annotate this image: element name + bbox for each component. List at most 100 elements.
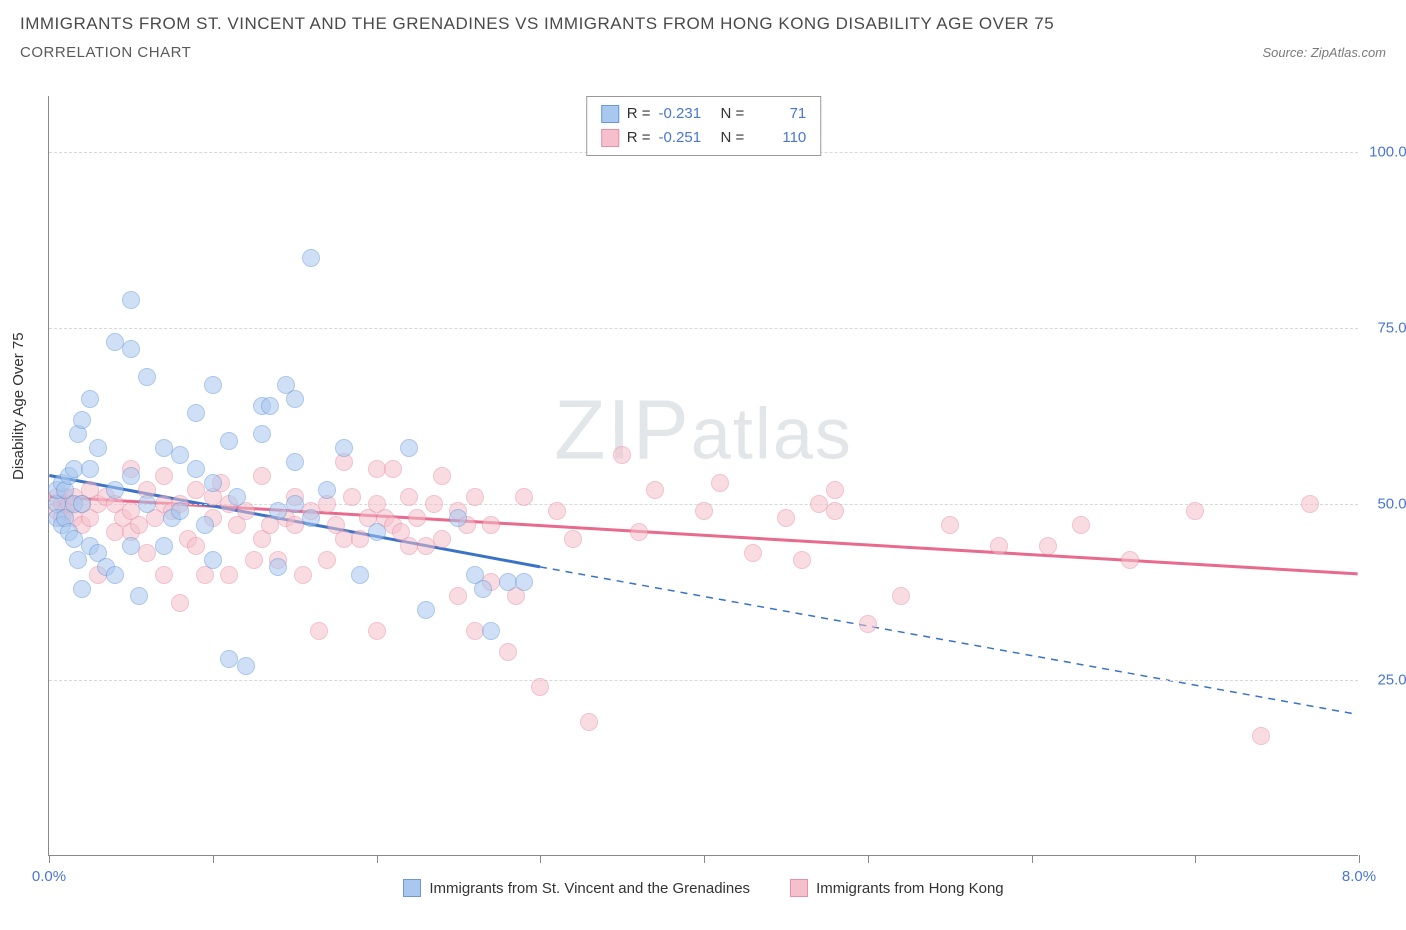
legend-bottom: Immigrants from St. Vincent and the Gren…	[49, 879, 1358, 897]
scatter-point-b	[220, 566, 238, 584]
scatter-point-b	[130, 516, 148, 534]
swatch-series-a	[601, 105, 619, 123]
scatter-point-b	[408, 509, 426, 527]
scatter-point-b	[515, 488, 533, 506]
swatch-series-b	[601, 129, 619, 147]
scatter-point-a	[261, 397, 279, 415]
scatter-point-b	[580, 713, 598, 731]
xtick	[1195, 855, 1196, 863]
scatter-point-a	[130, 587, 148, 605]
scatter-point-b	[646, 481, 664, 499]
n-label-a: N =	[721, 102, 745, 126]
scatter-point-b	[368, 622, 386, 640]
ytick-label: 50.0%	[1377, 496, 1406, 513]
scatter-point-b	[294, 566, 312, 584]
scatter-point-a	[474, 580, 492, 598]
scatter-point-a	[269, 558, 287, 576]
xtick	[704, 855, 705, 863]
legend-item-a: Immigrants from St. Vincent and the Gren…	[403, 879, 750, 897]
scatter-point-a	[73, 411, 91, 429]
watermark: ZIPatlas	[554, 381, 853, 478]
scatter-point-a	[302, 249, 320, 267]
scatter-point-a	[449, 509, 467, 527]
scatter-point-b	[155, 467, 173, 485]
scatter-point-b	[548, 502, 566, 520]
scatter-point-b	[531, 678, 549, 696]
chart-source: Source: ZipAtlas.com	[1262, 45, 1386, 60]
trendline	[540, 567, 1358, 715]
gridline-h	[49, 680, 1358, 681]
scatter-point-a	[237, 657, 255, 675]
chart-subtitle: CORRELATION CHART	[20, 44, 191, 61]
scatter-point-b	[613, 446, 631, 464]
scatter-point-a	[204, 551, 222, 569]
scatter-point-a	[155, 439, 173, 457]
ytick-label: 75.0%	[1377, 320, 1406, 337]
scatter-point-a	[138, 495, 156, 513]
legend-label-a: Immigrants from St. Vincent and the Gren…	[429, 880, 750, 897]
scatter-point-b	[384, 460, 402, 478]
scatter-point-b	[482, 516, 500, 534]
scatter-point-a	[318, 481, 336, 499]
scatter-point-a	[204, 474, 222, 492]
scatter-point-a	[81, 460, 99, 478]
scatter-point-a	[171, 446, 189, 464]
scatter-point-a	[335, 439, 353, 457]
stats-legend-box: R = -0.231 N = 71 R = -0.251 N = 110	[586, 96, 822, 156]
scatter-point-a	[171, 502, 189, 520]
xtick	[1359, 855, 1360, 863]
scatter-point-b	[859, 615, 877, 633]
scatter-point-a	[368, 523, 386, 541]
scatter-point-a	[515, 573, 533, 591]
scatter-point-a	[499, 573, 517, 591]
scatter-point-a	[89, 439, 107, 457]
scatter-point-a	[122, 467, 140, 485]
scatter-point-b	[155, 566, 173, 584]
scatter-point-b	[1039, 537, 1057, 555]
scatter-point-b	[826, 502, 844, 520]
scatter-point-b	[810, 495, 828, 513]
gridline-h	[49, 328, 1358, 329]
scatter-point-b	[433, 530, 451, 548]
scatter-point-a	[482, 622, 500, 640]
r-value-a: -0.231	[659, 102, 713, 126]
scatter-point-b	[1121, 551, 1139, 569]
scatter-point-b	[368, 460, 386, 478]
scatter-point-a	[253, 425, 271, 443]
scatter-point-b	[171, 594, 189, 612]
subtitle-row: CORRELATION CHART Source: ZipAtlas.com	[20, 44, 1386, 61]
xtick-label: 0.0%	[32, 868, 66, 885]
scatter-point-a	[220, 650, 238, 668]
legend-swatch-a	[403, 879, 421, 897]
scatter-point-b	[400, 488, 418, 506]
scatter-point-a	[138, 368, 156, 386]
scatter-point-b	[138, 544, 156, 562]
ytick-label: 100.0%	[1369, 144, 1406, 161]
scatter-point-b	[417, 537, 435, 555]
scatter-point-b	[466, 622, 484, 640]
scatter-point-b	[466, 488, 484, 506]
scatter-point-a	[196, 516, 214, 534]
xtick	[377, 855, 378, 863]
scatter-point-a	[73, 580, 91, 598]
scatter-point-b	[990, 537, 1008, 555]
scatter-point-a	[106, 566, 124, 584]
n-value-b: 110	[752, 126, 806, 150]
scatter-point-b	[433, 467, 451, 485]
scatter-point-b	[777, 509, 795, 527]
chart-title: IMMIGRANTS FROM ST. VINCENT AND THE GREN…	[20, 14, 1386, 34]
scatter-point-b	[351, 530, 369, 548]
scatter-point-b	[449, 587, 467, 605]
scatter-point-b	[793, 551, 811, 569]
xtick	[1032, 855, 1033, 863]
scatter-point-b	[310, 622, 328, 640]
n-label-b: N =	[721, 126, 745, 150]
n-value-a: 71	[752, 102, 806, 126]
scatter-point-a	[122, 291, 140, 309]
xtick-label: 8.0%	[1342, 868, 1376, 885]
stats-row-a: R = -0.231 N = 71	[601, 102, 807, 126]
stats-row-b: R = -0.251 N = 110	[601, 126, 807, 150]
xtick	[213, 855, 214, 863]
scatter-point-b	[245, 551, 263, 569]
chart-header: IMMIGRANTS FROM ST. VINCENT AND THE GREN…	[0, 0, 1406, 65]
